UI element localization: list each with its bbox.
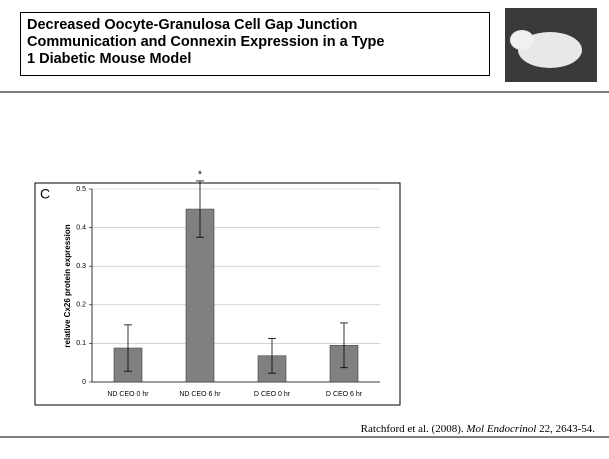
bar — [185, 208, 215, 383]
y-tick-label: 0.5 — [76, 186, 86, 193]
citation-text: Ratchford et al. (2008). — [360, 423, 467, 435]
title-line: 1 Diabetic Mouse Model — [27, 51, 192, 67]
citation-journal: Mol Endocrinol — [466, 423, 537, 435]
title-line: Communication and Connexin Expression in… — [27, 34, 385, 50]
y-tick-label: 0.2 — [76, 302, 86, 309]
y-tick-label: 0.1 — [76, 340, 86, 347]
citation-text: 22, 2643-54. — [536, 423, 595, 435]
y-tick-label: 0.4 — [76, 224, 86, 231]
x-tick-label: ND CEO 6 hr — [179, 391, 221, 398]
y-tick-label: 0 — [82, 379, 86, 386]
panel-label: C — [40, 186, 50, 202]
x-tick-label: D CEO 6 hr — [326, 391, 363, 398]
x-tick-label: D CEO 0 hr — [254, 391, 291, 398]
mouse-photo — [505, 8, 597, 82]
x-tick-label: ND CEO 0 hr — [107, 391, 149, 398]
annotation: * — [198, 170, 202, 181]
citation: Ratchford et al. (2008). Mol Endocrinol … — [361, 423, 595, 435]
y-tick-label: 0.3 — [76, 263, 86, 270]
slide-title: Decreased Oocyte-Granulosa Cell Gap Junc… — [20, 12, 490, 76]
title-line: Decreased Oocyte-Granulosa Cell Gap Junc… — [27, 17, 358, 33]
y-axis-label: relative Cx26 protein expression — [63, 224, 72, 347]
